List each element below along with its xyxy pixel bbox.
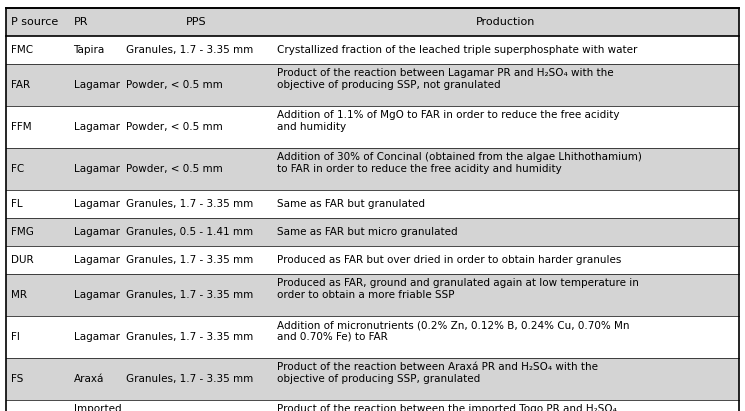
Text: FS: FS (11, 374, 23, 384)
Text: FFM: FFM (11, 122, 31, 132)
Text: Produced as FAR, ground and granulated again at low temperature in
order to obta: Produced as FAR, ground and granulated a… (277, 278, 638, 300)
Text: Production: Production (476, 17, 535, 27)
Bar (6, 274, 739, 316)
Text: Powder, < 0.5 mm: Powder, < 0.5 mm (126, 80, 223, 90)
Text: Imported
(Togo): Imported (Togo) (74, 404, 121, 411)
Text: Granules, 1.7 - 3.35 mm: Granules, 1.7 - 3.35 mm (126, 374, 253, 384)
Text: Araxá: Araxá (74, 374, 104, 384)
Text: Granules, 1.7 - 3.35 mm: Granules, 1.7 - 3.35 mm (126, 332, 253, 342)
Bar (6, 106, 739, 148)
Text: Addition of 30% of Concinal (obtained from the algae Lhithothamium)
to FAR in or: Addition of 30% of Concinal (obtained fr… (277, 152, 641, 173)
Bar (6, 218, 739, 246)
Text: Lagamar: Lagamar (74, 227, 119, 237)
Text: Granules, 1.7 - 3.35 mm: Granules, 1.7 - 3.35 mm (126, 199, 253, 209)
Bar (6, 190, 739, 218)
Text: Produced as FAR but over dried in order to obtain harder granules: Produced as FAR but over dried in order … (277, 255, 621, 265)
Text: Lagamar: Lagamar (74, 80, 119, 90)
Text: Lagamar: Lagamar (74, 122, 119, 132)
Text: Lagamar: Lagamar (74, 199, 119, 209)
Text: FL: FL (11, 199, 22, 209)
Text: FMG: FMG (11, 227, 34, 237)
Text: FI: FI (11, 332, 20, 342)
Text: Granules, 1.7 - 3.35 mm: Granules, 1.7 - 3.35 mm (126, 255, 253, 265)
Bar (6, 36, 739, 64)
Text: Addition of micronutrients (0.2% Zn, 0.12% B, 0.24% Cu, 0.70% Mn
and 0.70% Fe) t: Addition of micronutrients (0.2% Zn, 0.1… (277, 320, 630, 342)
Text: Powder, < 0.5 mm: Powder, < 0.5 mm (126, 164, 223, 174)
Text: FAR: FAR (11, 80, 30, 90)
Text: Lagamar: Lagamar (74, 332, 119, 342)
Text: Lagamar: Lagamar (74, 164, 119, 174)
Bar (6, 64, 739, 106)
Bar (6, 148, 739, 190)
Text: Addition of 1.1% of MgO to FAR in order to reduce the free acidity
and humidity: Addition of 1.1% of MgO to FAR in order … (277, 110, 619, 132)
Text: PR: PR (74, 17, 88, 27)
Text: Same as FAR but micro granulated: Same as FAR but micro granulated (277, 227, 457, 237)
Bar (6, 316, 739, 358)
Text: Granules, 1.7 - 3.35 mm: Granules, 1.7 - 3.35 mm (126, 290, 253, 300)
Text: Product of the reaction between Lagamar PR and H₂SO₄ with the
objective of produ: Product of the reaction between Lagamar … (277, 68, 614, 90)
Bar (6, 358, 739, 400)
Text: DUR: DUR (11, 255, 34, 265)
Text: Lagamar: Lagamar (74, 290, 119, 300)
Bar (6, 400, 739, 411)
Text: Tapira: Tapira (74, 45, 105, 55)
Text: Product of the reaction between Araxá PR and H₂SO₄ with the
objective of produci: Product of the reaction between Araxá PR… (277, 362, 598, 383)
Text: Granules, 1.7 - 3.35 mm: Granules, 1.7 - 3.35 mm (126, 45, 253, 55)
Text: Crystallized fraction of the leached triple superphosphate with water: Crystallized fraction of the leached tri… (277, 45, 637, 55)
Text: FMC: FMC (11, 45, 33, 55)
Bar (6, 246, 739, 274)
Bar (6, 8, 739, 36)
Text: Lagamar: Lagamar (74, 255, 119, 265)
Text: Product of the reaction between the imported Togo PR and H₂SO₄
with the objectiv: Product of the reaction between the impo… (277, 404, 617, 411)
Text: FC: FC (11, 164, 24, 174)
Text: MR: MR (11, 290, 27, 300)
Text: Same as FAR but granulated: Same as FAR but granulated (277, 199, 425, 209)
Text: PPS: PPS (186, 17, 206, 27)
Text: Granules, 0.5 - 1.41 mm: Granules, 0.5 - 1.41 mm (126, 227, 253, 237)
Text: P source: P source (11, 17, 58, 27)
Text: Powder, < 0.5 mm: Powder, < 0.5 mm (126, 122, 223, 132)
